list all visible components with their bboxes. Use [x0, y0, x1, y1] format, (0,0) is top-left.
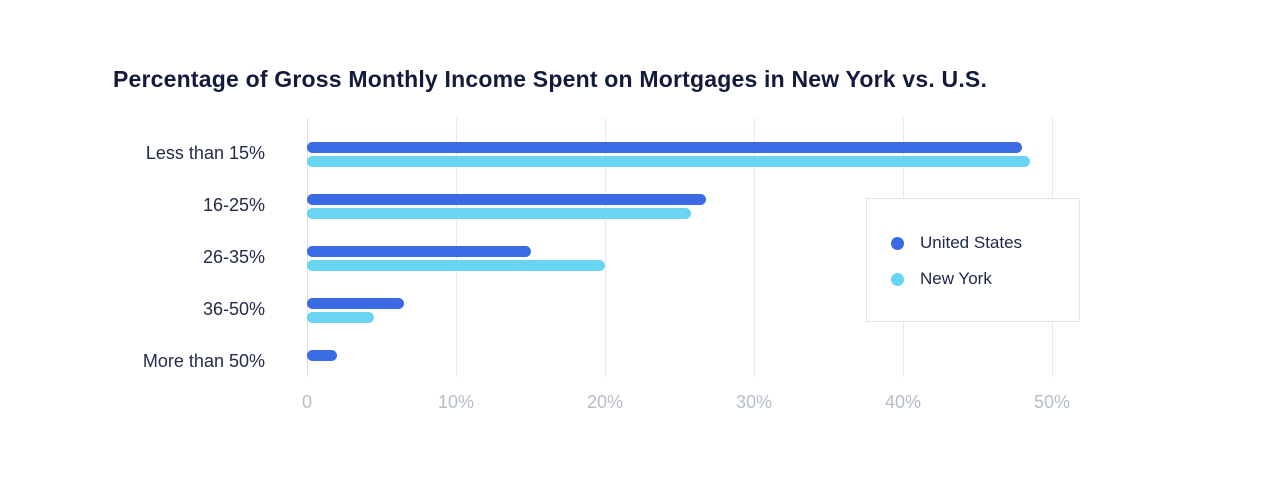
legend-item-united-states: United States [891, 233, 1079, 253]
x-tick-label: 30% [735, 392, 773, 412]
category-label: 36-50% [202, 299, 265, 319]
legend-marker-new-york-icon [891, 272, 904, 286]
bar-united-states-1 [307, 142, 1022, 153]
x-tick-label: 0 [301, 392, 312, 412]
category-label: 16-25% [202, 195, 265, 215]
x-tick-label: 40% [884, 392, 922, 412]
category-label: 26-35% [202, 247, 265, 267]
category-label: Less than 15% [145, 143, 265, 163]
legend-marker-united-states-icon [891, 236, 904, 250]
gridline-x-20 [605, 118, 606, 377]
bar-new-york-1 [307, 156, 1030, 167]
legend-label-united-states: United States [920, 233, 1023, 252]
bar-new-york-3 [307, 260, 605, 271]
bar-united-states-5 [307, 350, 337, 361]
bar-new-york-2 [307, 208, 691, 219]
bar-united-states-4 [307, 298, 404, 309]
legend-label-new-york: New York [920, 269, 992, 288]
bar-united-states-3 [307, 246, 531, 257]
gridline-x-30 [754, 118, 755, 377]
x-tick-label: 20% [586, 392, 624, 412]
legend-item-new-york: New York [891, 269, 1079, 289]
bar-new-york-4 [307, 312, 374, 323]
x-tick-label: 10% [437, 392, 475, 412]
x-tick-label: 50% [1033, 392, 1071, 412]
plot-area [307, 118, 1053, 377]
category-label: More than 50% [142, 351, 265, 371]
legend: United States New York [866, 198, 1080, 322]
bar-united-states-2 [307, 194, 706, 205]
chart-title: Percentage of Gross Monthly Income Spent… [113, 66, 988, 92]
